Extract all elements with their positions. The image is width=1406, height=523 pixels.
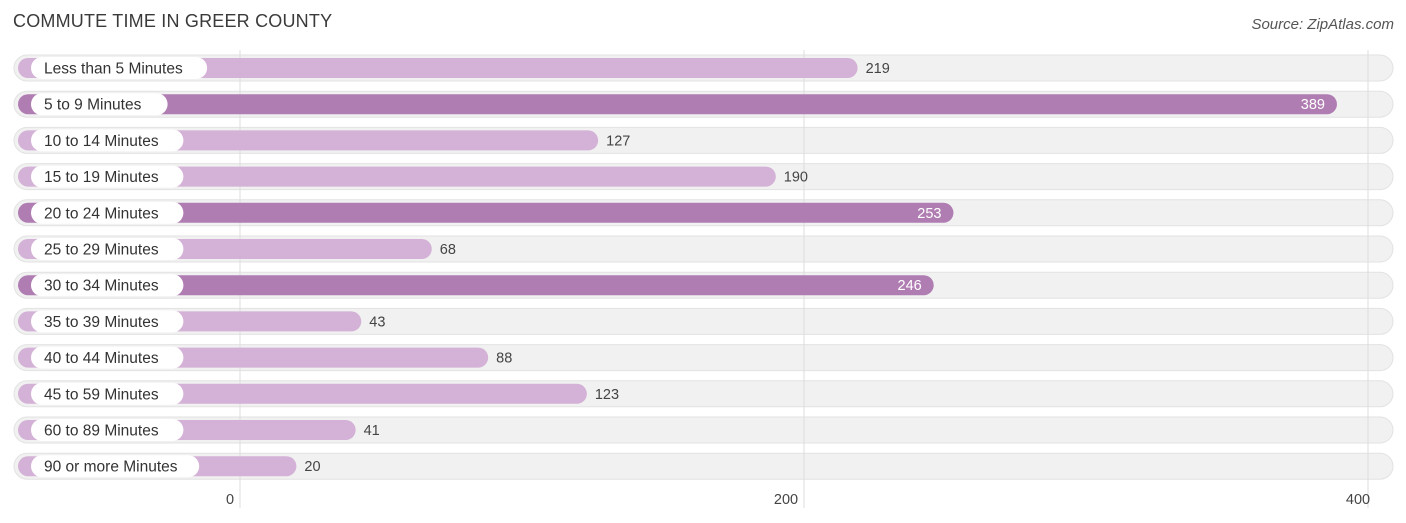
value-label: 88 <box>496 351 512 367</box>
category-pill <box>31 165 184 188</box>
category-label: 60 to 89 Minutes <box>44 423 159 440</box>
category-pill <box>31 382 184 405</box>
category-pill <box>31 57 208 79</box>
value-label: 253 <box>917 206 941 222</box>
category-label: 30 to 34 Minutes <box>44 278 159 295</box>
bar-track <box>13 416 1394 444</box>
bar <box>18 275 934 296</box>
category-pill <box>31 455 200 478</box>
category-label: 25 to 29 Minutes <box>44 242 159 259</box>
category-label: 15 to 19 Minutes <box>44 169 159 186</box>
category-label: 35 to 39 Minutes <box>44 314 159 331</box>
value-label: 219 <box>866 61 890 77</box>
value-label: 123 <box>595 387 619 403</box>
category-pill <box>31 201 184 224</box>
x-tick-label: 400 <box>1346 492 1370 508</box>
category-pill <box>31 93 168 116</box>
category-label: 40 to 44 Minutes <box>44 350 159 367</box>
category-label: 45 to 59 Minutes <box>44 386 159 403</box>
category-label: 20 to 24 Minutes <box>44 205 159 222</box>
category-pill <box>31 274 184 297</box>
category-label: 90 or more Minutes <box>44 459 178 476</box>
category-label: Less than 5 Minutes <box>44 61 183 78</box>
category-pill <box>31 346 184 369</box>
category-label: 5 to 9 Minutes <box>44 97 142 114</box>
bar <box>18 58 858 78</box>
bar <box>18 202 954 223</box>
x-tick-label: 200 <box>774 492 798 508</box>
value-label: 389 <box>1301 97 1325 113</box>
category-pill <box>31 310 184 333</box>
x-tick-label: 0 <box>226 492 234 508</box>
source-credit: Source: ZipAtlas.com <box>1251 16 1394 33</box>
value-label: 43 <box>369 314 385 330</box>
bar-track <box>13 452 1394 480</box>
category-pill <box>31 129 184 152</box>
value-label: 246 <box>898 278 922 294</box>
category-pill <box>31 238 184 260</box>
value-label: 20 <box>304 459 320 475</box>
bar <box>18 94 1337 115</box>
bar <box>18 166 776 187</box>
category-label: 10 to 14 Minutes <box>44 133 159 150</box>
value-label: 127 <box>606 133 630 149</box>
chart-title: COMMUTE TIME IN GREER COUNTY <box>13 11 333 31</box>
value-label: 190 <box>784 170 808 186</box>
value-label: 68 <box>440 242 456 258</box>
value-label: 41 <box>364 423 380 439</box>
category-pill <box>31 419 184 441</box>
